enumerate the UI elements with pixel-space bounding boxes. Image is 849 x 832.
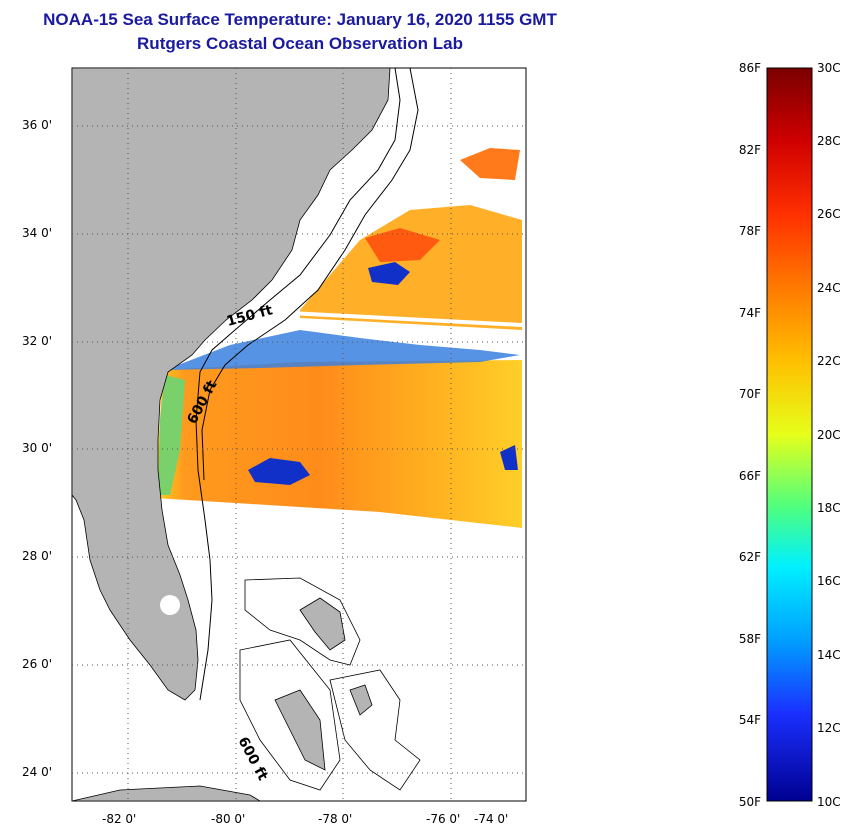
colorbar-f-label: 50F <box>738 795 761 809</box>
bahamas-island-2 <box>274 689 326 771</box>
lat-label: 28 0' <box>22 549 53 563</box>
lat-label: 30 0' <box>22 441 53 455</box>
lon-label: -80 0' <box>211 812 246 826</box>
contour-150ft <box>195 68 401 701</box>
lat-label: 32 0' <box>22 334 53 348</box>
lat-label: 26 0' <box>22 657 53 671</box>
swath-gap-line <box>269 310 523 327</box>
sst-cold-patch-2 <box>500 445 518 470</box>
sst-north-fragments <box>460 148 520 180</box>
colorbar-c-label: 14C <box>817 648 841 662</box>
colorbar-f-label: 86F <box>738 61 761 75</box>
map-title: NOAA-15 Sea Surface Temperature: January… <box>43 10 557 29</box>
bahamas-island-1 <box>299 597 346 651</box>
colorbar-c-label: 16C <box>817 574 841 588</box>
colorbar-c-label: 20C <box>817 428 841 442</box>
contour-600ft <box>201 68 419 481</box>
colorbar-c-label: 18C <box>817 501 841 515</box>
sst-cool-patch <box>165 330 520 370</box>
colorbar-f-label: 78F <box>738 224 761 238</box>
sst-cold-patch-3 <box>368 262 410 285</box>
colorbar-f-label: 82F <box>738 143 761 157</box>
bahamas-island-3 <box>349 684 373 716</box>
lat-label: 36 0' <box>22 118 53 132</box>
lat-label: 24 0' <box>22 765 53 779</box>
colorbar-f-label: 66F <box>738 469 761 483</box>
colorbar-f-label: 74F <box>738 306 761 320</box>
map-subtitle: Rutgers Coastal Ocean Observation Lab <box>137 34 463 53</box>
sst-cold-eddy <box>248 458 310 485</box>
colorbar-f-label: 58F <box>738 632 761 646</box>
colorbar <box>766 67 813 802</box>
colorbar-c-label: 22C <box>817 354 841 368</box>
cuba-land <box>72 785 261 801</box>
sst-warm-core <box>365 228 440 262</box>
colorbar-c-label: 12C <box>817 721 841 735</box>
lat-label: 34 0' <box>22 226 53 240</box>
colorbar-c-label: 26C <box>817 207 841 221</box>
colorbar-c-label: 28C <box>817 134 841 148</box>
us-east-coast-land <box>72 68 391 701</box>
bahamas-contours <box>239 577 421 791</box>
colorbar-c-label: 24C <box>817 281 841 295</box>
lon-label: -76 0' <box>426 812 461 826</box>
lon-label: -78 0' <box>318 812 353 826</box>
lon-label: -82 0' <box>102 812 137 826</box>
map-gridlines <box>72 68 526 801</box>
sst-swath-north <box>300 205 522 330</box>
colorbar-c-label: 10C <box>817 795 841 809</box>
lon-label: -74 0' <box>474 812 509 826</box>
colorbar-f-label: 70F <box>738 387 761 401</box>
colorbar-c-label: 30C <box>817 61 841 75</box>
sst-cool-edge <box>158 375 185 495</box>
lake-okeechobee <box>160 595 180 615</box>
colorbar-f-label: 62F <box>738 550 761 564</box>
sst-swath-south <box>155 360 522 528</box>
colorbar-f-label: 54F <box>738 713 761 727</box>
